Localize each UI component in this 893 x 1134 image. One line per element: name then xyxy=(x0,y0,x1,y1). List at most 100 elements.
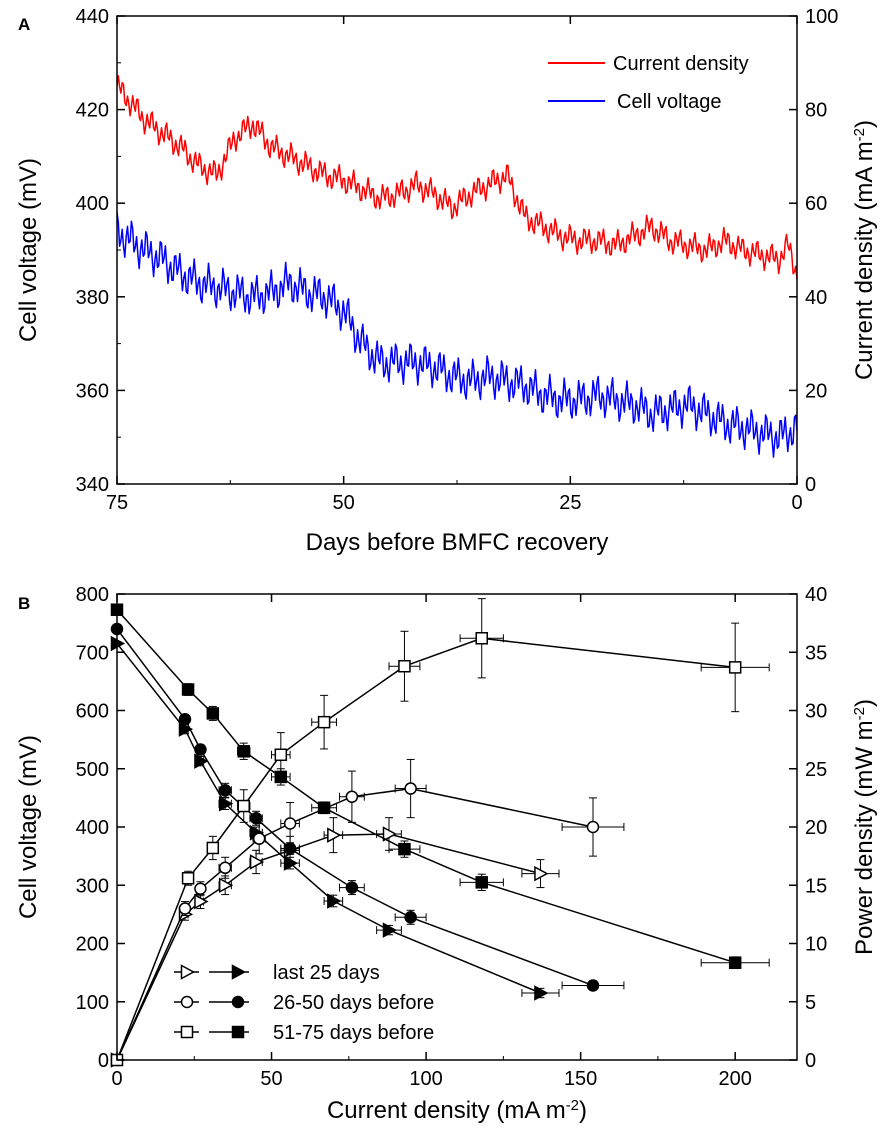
y-right-axis-label-text: Power density (mW m xyxy=(851,720,878,955)
legend-marker-filled xyxy=(231,964,247,980)
data-point-51-75-days-before-polarization xyxy=(237,745,250,758)
x-axis-label-close: ) xyxy=(579,1097,587,1124)
data-point-26-50-days-before-power xyxy=(218,861,232,875)
x-axis-label: Current density (mA m-2) xyxy=(327,1097,587,1125)
data-point-26-50-days-before-polarization xyxy=(218,784,232,797)
data-point-26-50-days-before-power xyxy=(345,790,359,803)
legend-marker-open xyxy=(180,995,194,1009)
series-line-current-density xyxy=(116,75,798,280)
y-right-tick-label: 80 xyxy=(805,100,827,122)
y-left-tick-label: 700 xyxy=(76,642,109,664)
legend-marker-open xyxy=(180,964,196,980)
data-point-51-75-days-before-power xyxy=(475,632,488,645)
data-point-last-25-days-polarization xyxy=(178,721,194,737)
legend-marker-filled xyxy=(231,1025,245,1039)
y-left-tick-label: 400 xyxy=(76,193,109,215)
y-left-tick-label: 400 xyxy=(76,817,109,839)
data-point-26-50-days-before-polarization xyxy=(249,812,263,825)
data-point-51-75-days-before-polarization xyxy=(398,842,411,856)
data-point-51-75-days-before-power xyxy=(398,659,411,673)
y-left-tick-label: 0 xyxy=(98,1050,109,1072)
y-left-tick-label: 440 xyxy=(76,6,109,28)
data-point-last-25-days-power xyxy=(218,877,234,894)
x-tick-label: 0 xyxy=(111,1068,122,1090)
y-right-tick-label: 100 xyxy=(805,6,838,28)
y-right-axis-label-sup: -2 xyxy=(851,128,868,141)
data-point-51-75-days-before-power xyxy=(206,841,220,855)
y-right-tick-label: 5 xyxy=(805,992,816,1014)
x-tick-label: 150 xyxy=(564,1068,597,1090)
data-point-51-75-days-before-power xyxy=(274,748,288,762)
data-point-last-25-days-polarization xyxy=(218,795,234,812)
data-point-last-25-days-polarization xyxy=(194,753,209,769)
data-point-26-50-days-before-polarization xyxy=(586,979,600,992)
y-left-tick-label: 500 xyxy=(76,759,109,781)
series-line-last-25-days-polarization xyxy=(116,643,541,994)
legend-label: Current density xyxy=(613,53,749,75)
series-line-26-50-days-before-power xyxy=(116,787,594,1061)
y-right-tick-label: 10 xyxy=(805,934,827,956)
y-right-tick-label: 15 xyxy=(805,875,827,897)
y-left-axis-label: Cell voltage (mV) xyxy=(15,158,42,342)
x-axis-label-sup: -2 xyxy=(566,1097,579,1114)
x-tick-label: 50 xyxy=(333,492,355,514)
data-point-26-50-days-before-polarization xyxy=(194,743,207,756)
y-right-tick-label: 20 xyxy=(805,817,827,839)
y-right-axis-label: Current density (mA m-2) xyxy=(851,120,879,380)
legend-label: 26-50 days before xyxy=(273,992,434,1014)
y-left-tick-label: 420 xyxy=(76,100,109,122)
y-right-axis-label: Power density (mW m-2) xyxy=(851,699,879,955)
data-point-51-75-days-before-polarization xyxy=(206,707,220,720)
x-axis-label-text: Current density (mA m xyxy=(327,1097,566,1124)
data-point-last-25-days-power xyxy=(327,827,342,843)
y-right-axis-label-close: ) xyxy=(851,120,878,128)
y-right-tick-label: 60 xyxy=(805,193,827,215)
y-right-tick-label: 30 xyxy=(805,701,827,723)
data-point-51-75-days-before-polarization xyxy=(317,801,331,815)
x-tick-label: 100 xyxy=(409,1068,442,1090)
y-right-axis-label-sup: -2 xyxy=(851,707,868,720)
legend-label: Cell voltage xyxy=(617,91,722,113)
y-left-tick-label: 100 xyxy=(76,992,109,1014)
y-left-tick-label: 340 xyxy=(76,474,109,496)
legend-marker-open xyxy=(180,1025,194,1039)
plot-frame xyxy=(116,593,798,1061)
data-point-26-50-days-before-power xyxy=(404,782,417,795)
y-left-tick-label: 300 xyxy=(76,875,109,897)
data-point-26-50-days-before-power xyxy=(178,902,192,915)
y-right-tick-label: 40 xyxy=(805,584,827,606)
data-point-last-25-days-polarization xyxy=(382,922,398,938)
data-point-51-75-days-before-power xyxy=(237,799,250,813)
y-left-tick-label: 800 xyxy=(76,584,109,606)
series-line-26-50-days-before-polarization xyxy=(116,628,594,987)
data-point-26-50-days-before-power xyxy=(252,832,266,845)
data-point-26-50-days-before-polarization xyxy=(404,911,417,924)
data-point-26-50-days-before-power xyxy=(283,817,297,830)
data-point-26-50-days-before-polarization xyxy=(345,881,359,894)
x-tick-label: 0 xyxy=(791,492,802,514)
data-point-51-75-days-before-power xyxy=(728,661,742,674)
y-right-tick-label: 40 xyxy=(805,287,827,309)
legend-label: 51-75 days before xyxy=(273,1022,434,1044)
data-point-last-25-days-power xyxy=(534,865,549,882)
y-left-tick-label: 200 xyxy=(76,934,109,956)
y-right-tick-label: 35 xyxy=(805,642,827,664)
data-point-51-75-days-before-polarization xyxy=(728,956,742,969)
legend-label: last 25 days xyxy=(273,962,380,984)
legend-marker-filled xyxy=(231,995,245,1009)
x-tick-label: 50 xyxy=(260,1068,282,1090)
data-point-51-75-days-before-power xyxy=(181,872,195,885)
y-right-axis-label-close: ) xyxy=(851,699,878,707)
y-right-tick-label: 0 xyxy=(805,1050,816,1072)
series-line-cell-voltage xyxy=(116,212,798,458)
y-right-tick-label: 25 xyxy=(805,759,827,781)
data-point-last-25-days-power xyxy=(194,893,209,910)
panel-label-a: A xyxy=(18,15,30,34)
data-point-26-50-days-before-power xyxy=(586,820,600,834)
data-point-last-25-days-polarization xyxy=(327,893,342,909)
y-right-tick-label: 20 xyxy=(805,380,827,402)
y-left-tick-label: 600 xyxy=(76,701,109,723)
panel-b-chart: 0 50 100 150 2000100200300400500600700800051… xyxy=(15,584,878,1124)
data-point-51-75-days-before-power xyxy=(317,715,331,729)
